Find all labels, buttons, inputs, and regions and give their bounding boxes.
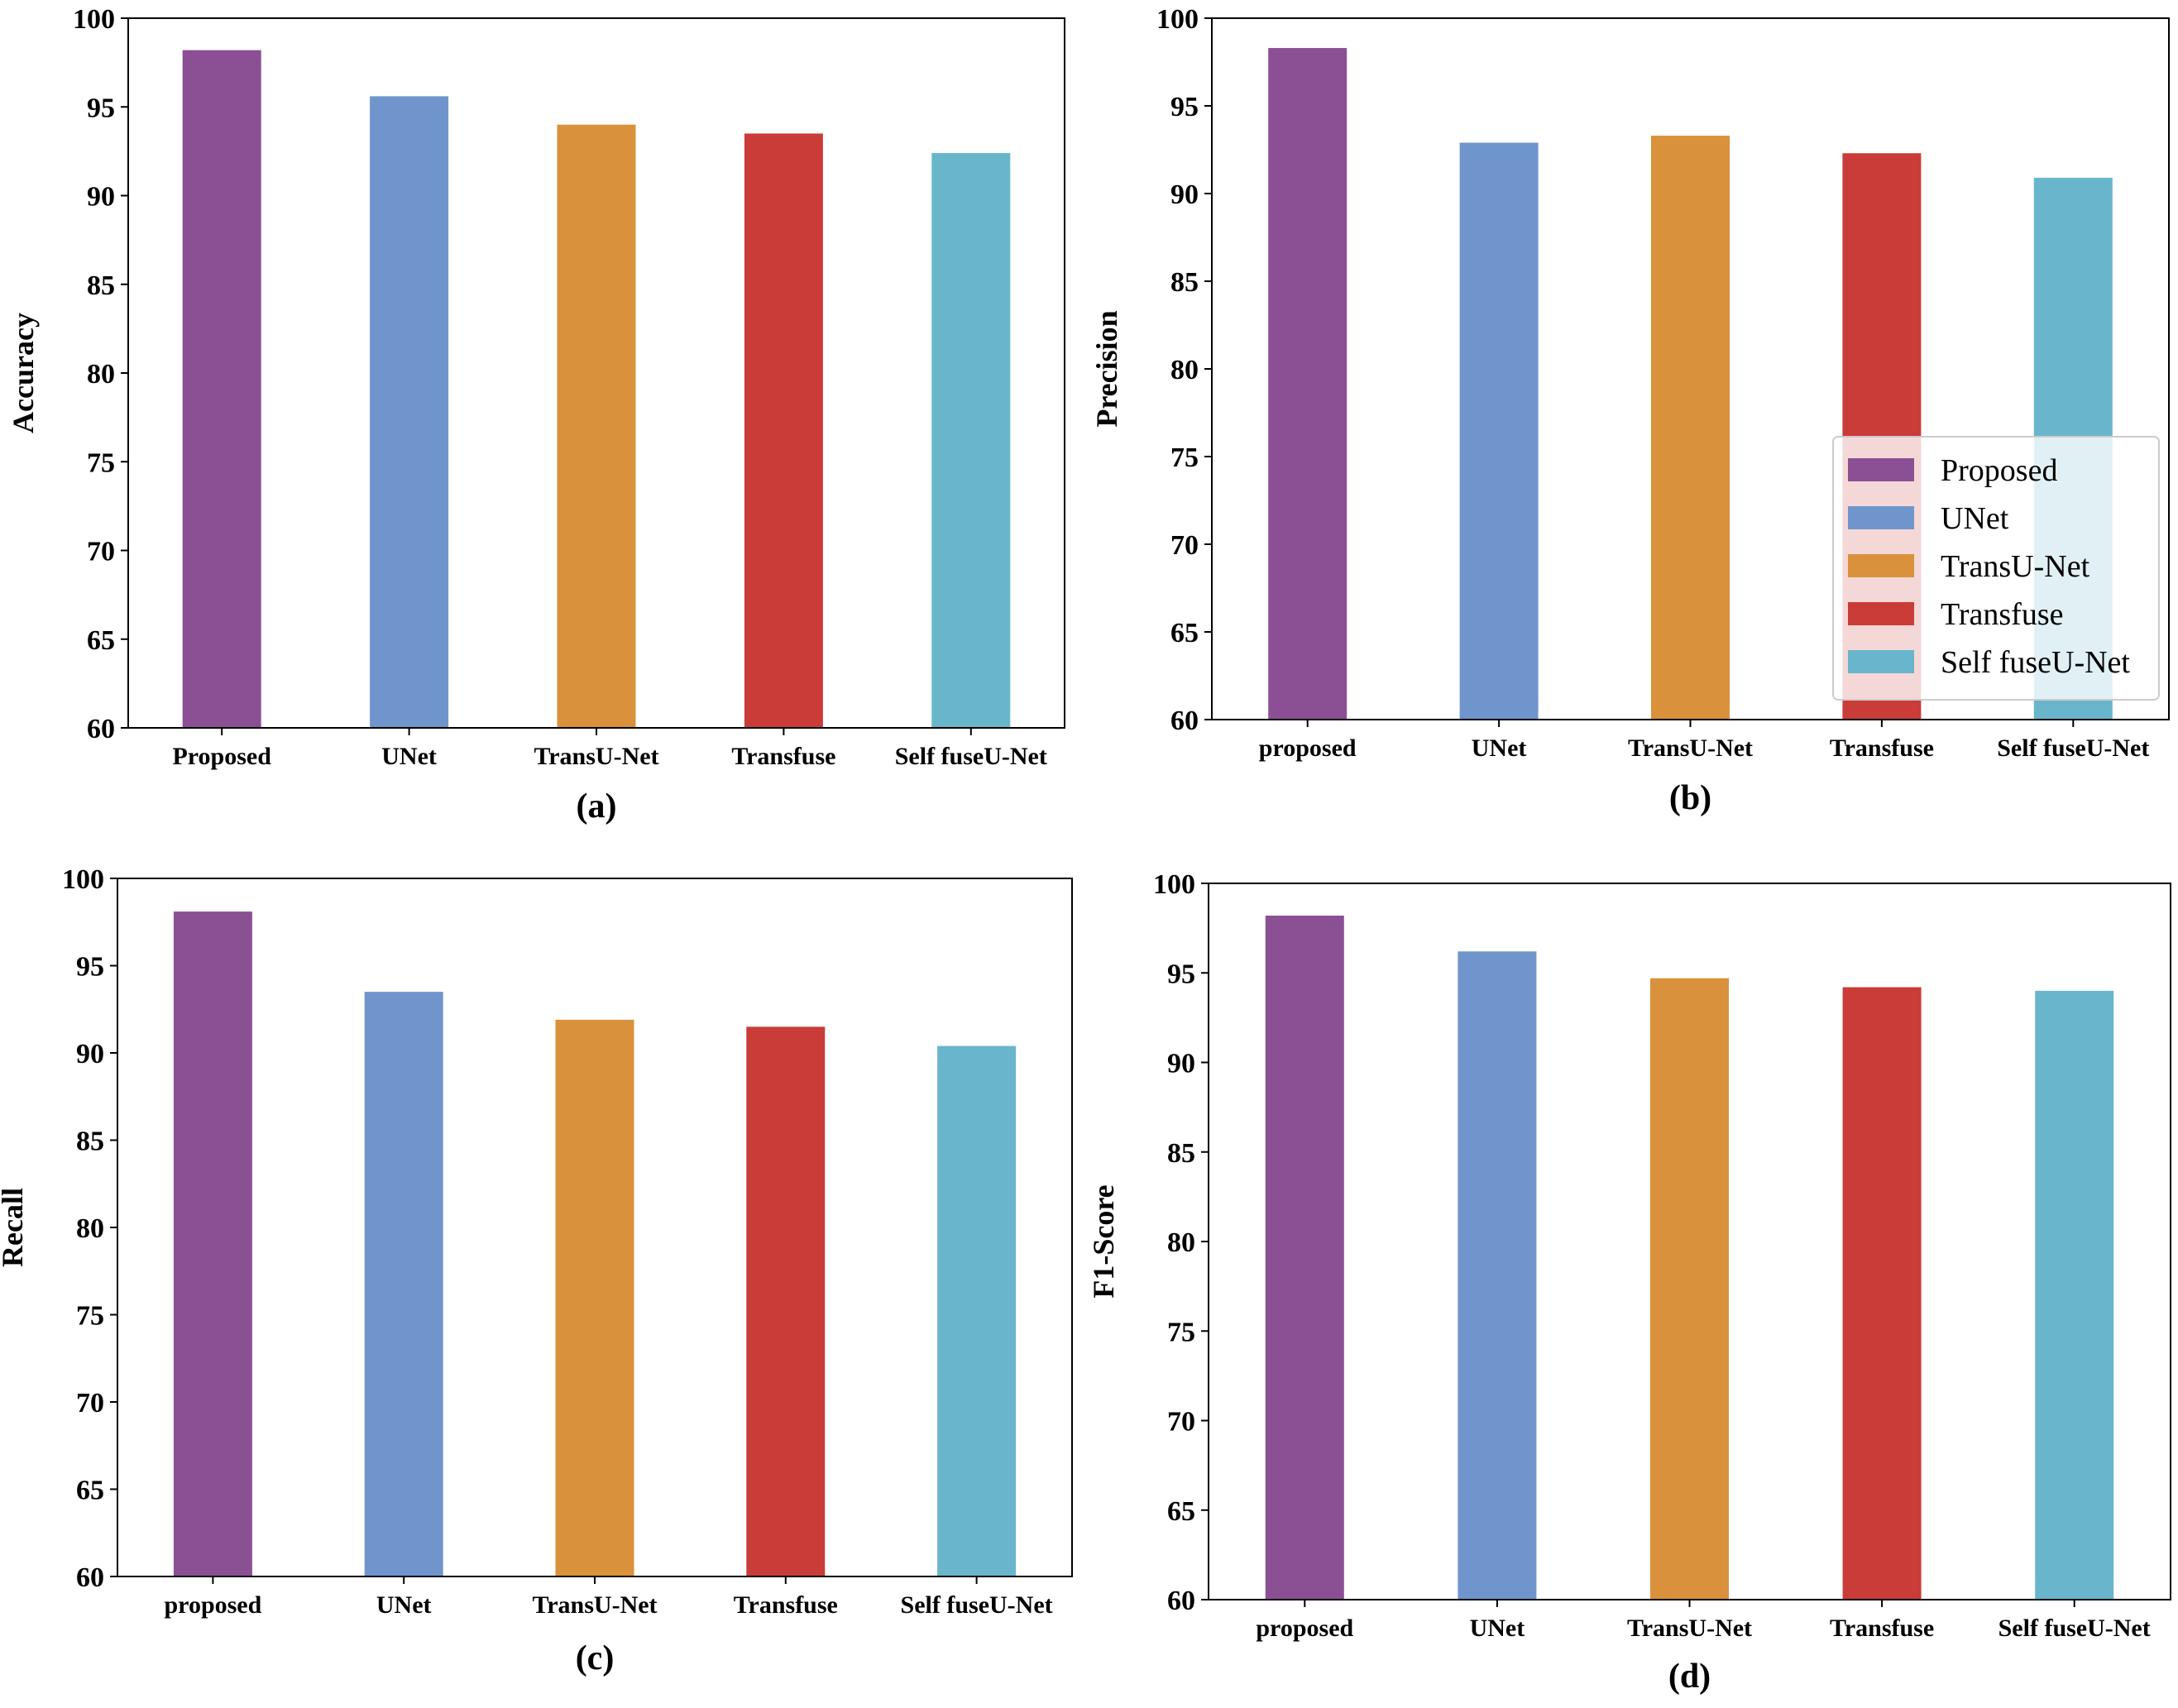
legend-entry: Self fuseU-Net bbox=[1941, 645, 2130, 680]
x-tick-label: Transfuse bbox=[1830, 1615, 1934, 1642]
x-tick-label: Transfuse bbox=[1830, 734, 1934, 762]
chart-panel-3: 60 65 70 75 80 85 90 95 100 proposed UNet TransU-Ne… bbox=[0, 864, 1073, 1677]
x-tick-label: UNet bbox=[1472, 734, 1527, 762]
chart-panel-4: 60 65 70 75 80 85 90 95 100 proposed UNet TransU-Ne… bbox=[1087, 869, 2171, 1696]
bar-transu-net bbox=[555, 1019, 634, 1576]
legend-box bbox=[1832, 436, 2160, 701]
chart-panel-2: 60 65 70 75 80 85 90 95 100 proposed UNet TransU-Ne… bbox=[1090, 4, 2170, 817]
bar-transfuse bbox=[1842, 987, 1922, 1600]
x-tick-label: proposed bbox=[1259, 734, 1357, 762]
y-axis-label: Precision bbox=[1090, 310, 1123, 427]
legend-entry: Transfuse bbox=[1941, 597, 2064, 632]
legend-swatch bbox=[1848, 554, 1914, 577]
y-tick-label: 100 bbox=[62, 864, 104, 895]
x-tick-label: proposed bbox=[164, 1591, 261, 1619]
y-tick-label: 85 bbox=[76, 1127, 104, 1157]
y-tick-label: 65 bbox=[76, 1476, 104, 1506]
x-tick-label: UNet bbox=[381, 743, 437, 770]
legend-entry: UNet bbox=[1941, 501, 2009, 536]
y-tick-label: 90 bbox=[87, 182, 115, 213]
x-tick-label: Self fuseU-Net bbox=[895, 743, 1047, 770]
y-tick-label: 85 bbox=[1167, 1138, 1195, 1169]
legend-swatch bbox=[1848, 458, 1914, 481]
y-tick-label: 70 bbox=[87, 537, 115, 567]
y-tick-label: 95 bbox=[1170, 92, 1199, 122]
y-tick-label: 60 bbox=[1167, 1586, 1195, 1616]
x-tick-label: Proposed bbox=[172, 743, 271, 770]
panel-caption: (c) bbox=[576, 1639, 615, 1677]
bar-transfuse bbox=[746, 1026, 826, 1576]
x-tick-label: TransU-Net bbox=[534, 743, 658, 770]
x-tick-label: TransU-Net bbox=[1627, 1615, 1752, 1642]
x-tick-label: Self fuseU-Net bbox=[1998, 1615, 2151, 1642]
y-tick-label: 70 bbox=[1170, 530, 1199, 561]
bar-proposed bbox=[182, 50, 261, 729]
bar-proposed bbox=[1265, 915, 1344, 1600]
x-tick-label: proposed bbox=[1256, 1615, 1353, 1642]
y-tick-label: 75 bbox=[87, 447, 115, 478]
bar-self-fuseu-net bbox=[931, 153, 1011, 728]
y-tick-label: 60 bbox=[76, 1562, 104, 1593]
bar-proposed bbox=[1268, 48, 1347, 720]
chart-panel-1: 60 65 70 75 80 85 90 95 100 Proposed UNet TransU-Ne… bbox=[7, 4, 1065, 825]
x-tick-label: Self fuseU-Net bbox=[1997, 734, 2149, 762]
bar-unet bbox=[1458, 951, 1537, 1600]
y-tick-label: 100 bbox=[1156, 4, 1199, 35]
y-tick-label: 80 bbox=[1170, 355, 1199, 385]
bar-transu-net bbox=[557, 124, 636, 728]
panel-caption: (a) bbox=[577, 787, 617, 825]
legend-swatch bbox=[1848, 650, 1914, 673]
x-tick-label: UNet bbox=[376, 1591, 432, 1619]
y-tick-label: 75 bbox=[1167, 1317, 1195, 1347]
y-tick-label: 90 bbox=[1167, 1049, 1195, 1079]
panel-caption: (d) bbox=[1668, 1658, 1711, 1696]
x-tick-label: TransU-Net bbox=[1628, 734, 1753, 762]
y-tick-label: 60 bbox=[87, 714, 115, 744]
bar-self-fuseu-net bbox=[2035, 990, 2114, 1600]
y-tick-label: 95 bbox=[76, 952, 104, 983]
y-tick-label: 100 bbox=[1153, 869, 1195, 900]
y-tick-label: 90 bbox=[76, 1039, 104, 1069]
y-tick-label: 95 bbox=[87, 93, 115, 123]
y-tick-label: 80 bbox=[76, 1213, 104, 1244]
y-tick-label: 60 bbox=[1170, 706, 1199, 736]
bar-transu-net bbox=[1650, 978, 1729, 1600]
x-tick-label: TransU-Net bbox=[532, 1591, 657, 1619]
legend-entry: TransU-Net bbox=[1941, 549, 2090, 584]
y-tick-label: 65 bbox=[87, 625, 115, 656]
legend: Proposed UNet TransU-Net Transfuse Self fuse… bbox=[1832, 436, 2160, 701]
bar-self-fuseu-net bbox=[937, 1045, 1017, 1576]
y-tick-label: 85 bbox=[1170, 267, 1199, 298]
bar-unet bbox=[370, 96, 449, 728]
y-tick-label: 80 bbox=[1167, 1227, 1195, 1258]
x-tick-label: UNet bbox=[1470, 1615, 1525, 1642]
legend-entry: Proposed bbox=[1941, 453, 2057, 488]
y-tick-label: 75 bbox=[1170, 443, 1199, 473]
bar-unet bbox=[1459, 142, 1539, 720]
y-tick-label: 75 bbox=[76, 1301, 104, 1332]
x-tick-label: Transfuse bbox=[734, 1591, 838, 1619]
y-tick-label: 80 bbox=[87, 359, 115, 390]
legend-swatch bbox=[1848, 602, 1914, 625]
y-tick-label: 85 bbox=[87, 270, 115, 301]
y-tick-label: 70 bbox=[1167, 1407, 1195, 1438]
y-tick-label: 95 bbox=[1167, 959, 1195, 989]
y-tick-label: 65 bbox=[1170, 618, 1199, 648]
y-axis-label: F1-Score bbox=[1087, 1184, 1120, 1298]
y-tick-label: 100 bbox=[73, 4, 115, 35]
x-tick-label: Self fuseU-Net bbox=[901, 1591, 1053, 1619]
legend-swatch bbox=[1848, 506, 1914, 529]
y-tick-label: 90 bbox=[1170, 179, 1199, 210]
panel-caption: (b) bbox=[1669, 779, 1711, 817]
bar-transfuse bbox=[744, 133, 823, 729]
bar-proposed bbox=[173, 911, 252, 1576]
x-tick-label: Transfuse bbox=[731, 743, 835, 770]
y-axis-label: Accuracy bbox=[7, 313, 40, 433]
y-tick-label: 70 bbox=[76, 1388, 104, 1419]
y-tick-label: 65 bbox=[1167, 1496, 1195, 1527]
bar-unet bbox=[364, 992, 443, 1576]
bar-transu-net bbox=[1651, 136, 1730, 720]
y-axis-label: Recall bbox=[0, 1188, 29, 1267]
